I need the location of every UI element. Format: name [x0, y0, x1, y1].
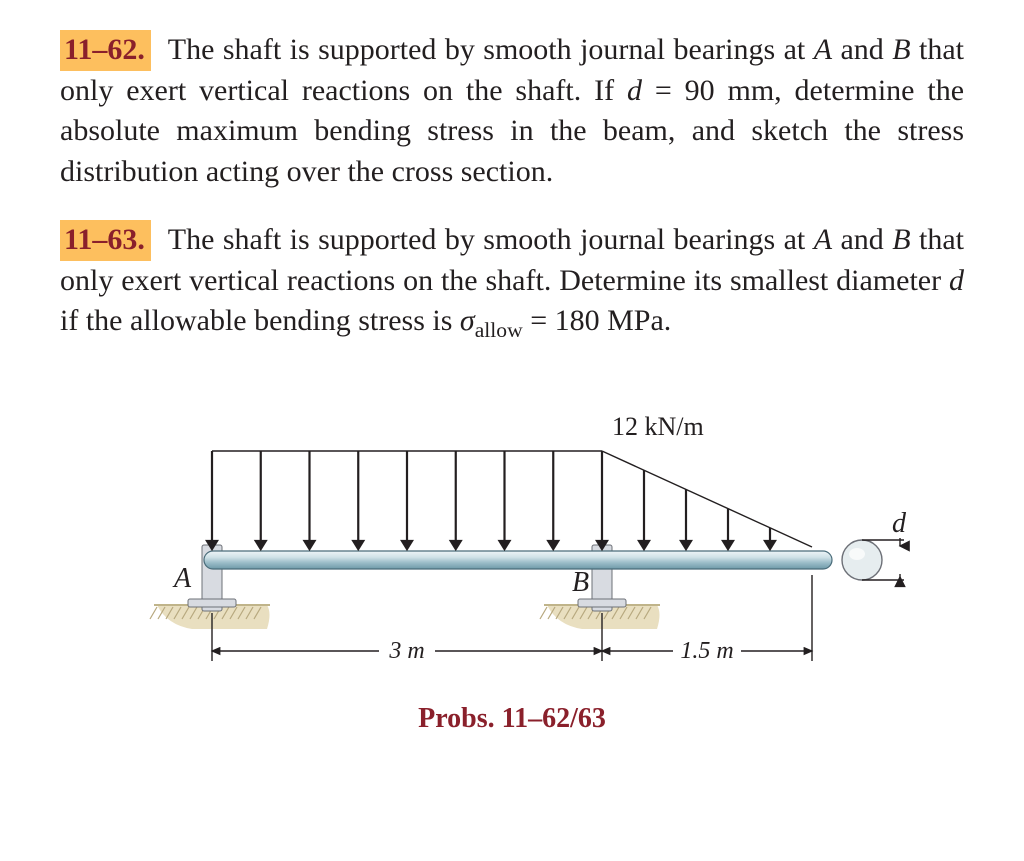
figure-caption: Probs. 11–62/63: [60, 703, 964, 735]
p1-A: A: [814, 33, 832, 66]
p1-t2: and: [832, 33, 892, 66]
p1-eq: =: [642, 74, 685, 107]
label-A: A: [172, 563, 192, 594]
p2-t1: The shaft is supported by smooth journal…: [168, 223, 814, 256]
problem-number-63: 11–63.: [60, 220, 151, 261]
p1-B: B: [892, 33, 910, 66]
label-d: d: [892, 508, 907, 539]
p2-val: 180 MPa.: [555, 304, 672, 337]
problem-number-62: 11–62.: [60, 30, 151, 71]
p1-t1: The shaft is supported by smooth journal…: [168, 33, 814, 66]
beam-diagram-svg: 12 kN/m A Bd 3 m 1.5 m: [72, 373, 952, 693]
p2-d: d: [949, 264, 964, 297]
p2-B: B: [892, 223, 910, 256]
dim-1p5m: 1.5 m: [680, 638, 733, 664]
p2-A: A: [814, 223, 832, 256]
load-label: 12 kN/m: [612, 412, 704, 441]
p2-allow: allow: [475, 318, 523, 342]
figure-probs-11-62-63: 12 kN/m A Bd 3 m 1.5 m Probs. 11–62/63: [60, 373, 964, 735]
p2-t4: if the allowable bending stress is: [60, 304, 460, 337]
p2-t2: and: [832, 223, 892, 256]
p2-sigma: σ: [460, 304, 475, 337]
p1-d: d: [627, 74, 642, 107]
p1-val: 90 mm,: [685, 74, 782, 107]
dim-3m: 3 m: [388, 638, 424, 664]
label-B: B: [572, 567, 589, 598]
p2-eq: =: [523, 304, 555, 337]
problem-11-63: 11–63. The shaft is supported by smooth …: [60, 220, 964, 345]
problem-11-62: 11–62. The shaft is supported by smooth …: [60, 30, 964, 192]
